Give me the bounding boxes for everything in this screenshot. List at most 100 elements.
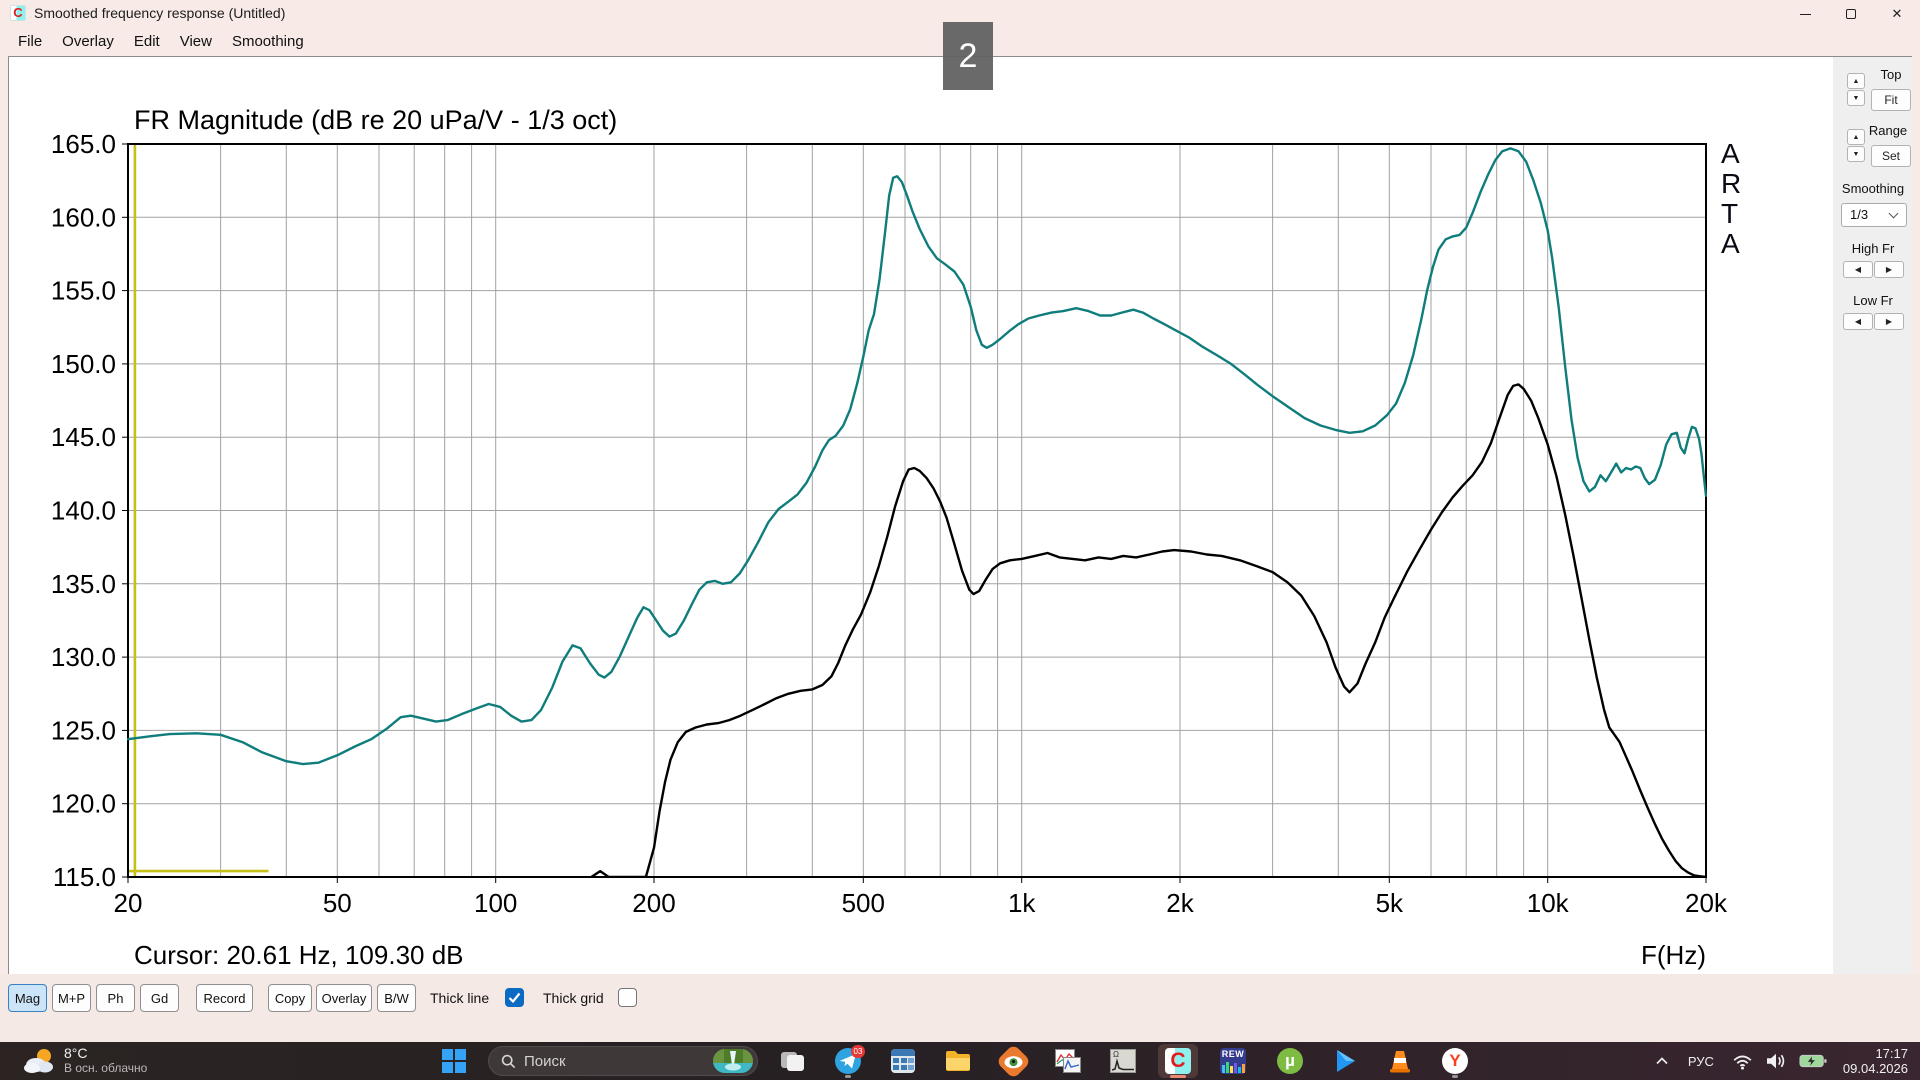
menu-overlay[interactable]: Overlay xyxy=(62,32,114,50)
thick-grid-checkbox[interactable] xyxy=(618,988,637,1007)
taskbar-icon-utorrent[interactable]: µ xyxy=(1270,1044,1310,1078)
taskbar: 8°C В осн. облачно Поиск 03 Ω C REW µ Y xyxy=(0,1042,1920,1080)
svg-text:2k: 2k xyxy=(1166,888,1194,918)
taskbar-icon-file-explorer[interactable] xyxy=(938,1044,978,1078)
high-fr-right-button[interactable]: ▶ xyxy=(1874,261,1904,278)
record-button[interactable]: Record xyxy=(196,984,253,1012)
svg-text:20k: 20k xyxy=(1685,888,1728,918)
taskbar-icon-task-view[interactable] xyxy=(773,1044,813,1078)
taskbar-icon-media-player[interactable] xyxy=(1325,1044,1365,1078)
taskbar-icon-rew[interactable]: REW xyxy=(1213,1044,1253,1078)
minimize-button[interactable] xyxy=(1782,0,1828,28)
svg-text:FR Magnitude (dB re 20 uPa/V -: FR Magnitude (dB re 20 uPa/V - 1/3 oct) xyxy=(134,105,617,135)
svg-text:100: 100 xyxy=(474,888,517,918)
start-button[interactable] xyxy=(442,1049,466,1073)
smoothing-label: Smoothing xyxy=(1841,181,1905,196)
ph-button[interactable]: Ph xyxy=(96,984,135,1012)
maximize-icon xyxy=(1846,9,1856,19)
taskbar-icon-limp[interactable]: Ω xyxy=(1103,1044,1143,1078)
bottom-toolbar: Mag M+P Ph Gd Record Copy Overlay B/W Thick line… xyxy=(0,974,1920,1042)
search-input[interactable]: Поиск xyxy=(488,1046,758,1076)
annotation-step-badge: 2 xyxy=(943,22,993,90)
svg-text:1k: 1k xyxy=(1008,888,1036,918)
series-overlay-teal xyxy=(127,147,1707,766)
gd-button[interactable]: Gd xyxy=(140,984,179,1012)
watermark-letter: A xyxy=(1721,228,1740,259)
svg-text:20: 20 xyxy=(114,888,143,918)
svg-text:165.0: 165.0 xyxy=(51,129,116,159)
mag-button[interactable]: Mag xyxy=(8,984,47,1012)
weather-icon xyxy=(24,1049,53,1073)
svg-text:50: 50 xyxy=(323,888,352,918)
close-icon: ✕ xyxy=(1891,6,1903,21)
smoothing-dropdown[interactable]: 1/3 xyxy=(1841,203,1907,227)
maximize-button[interactable] xyxy=(1828,0,1874,28)
volume-icon[interactable] xyxy=(1765,1052,1787,1070)
svg-text:10k: 10k xyxy=(1527,888,1570,918)
svg-text:155.0: 155.0 xyxy=(51,276,116,306)
range-up-button[interactable]: ▲ xyxy=(1847,129,1865,145)
high-fr-left-button[interactable]: ◀ xyxy=(1843,261,1873,278)
taskbar-icon-calculator[interactable] xyxy=(883,1044,923,1078)
arta-app-icon: C xyxy=(10,5,26,21)
search-placeholder: Поиск xyxy=(524,1052,566,1070)
menu-smoothing[interactable]: Smoothing xyxy=(231,32,304,50)
taskbar-icon-arta[interactable]: C xyxy=(1158,1044,1198,1078)
open-app-indicator xyxy=(845,1075,851,1078)
client-area: 165.0 160.0 155.0 150.0 145.0 140.0 135.0 130.0… xyxy=(8,56,1913,975)
svg-text:5k: 5k xyxy=(1376,888,1404,918)
taskbar-icon-spl-meter[interactable] xyxy=(1048,1044,1088,1078)
thick-line-checkbox[interactable] xyxy=(505,988,524,1007)
low-fr-right-button[interactable]: ▶ xyxy=(1874,313,1904,330)
weather-widget[interactable]: 8°C В осн. облачно xyxy=(22,1045,147,1077)
bw-button[interactable]: B/W xyxy=(377,984,416,1012)
menu-view[interactable]: View xyxy=(179,32,212,50)
svg-text:120.0: 120.0 xyxy=(51,789,116,819)
series-current-black xyxy=(590,383,1707,878)
range-down-button[interactable]: ▼ xyxy=(1847,146,1865,162)
weather-condition: В осн. облачно xyxy=(64,1061,148,1075)
watermark-letter: R xyxy=(1721,168,1742,199)
svg-text:F(Hz): F(Hz) xyxy=(1641,940,1706,970)
svg-text:200: 200 xyxy=(632,888,675,918)
fit-button[interactable]: Fit xyxy=(1871,89,1911,111)
frequency-response-chart: 165.0 160.0 155.0 150.0 145.0 140.0 135.0 130.0… xyxy=(51,105,1728,970)
taskbar-icon-telegram[interactable]: 03 xyxy=(828,1044,868,1078)
mp-button[interactable]: M+P xyxy=(52,984,91,1012)
thick-grid-label: Thick grid xyxy=(543,990,604,1006)
close-button[interactable]: ✕ xyxy=(1874,0,1920,28)
taskbar-icon-yandex-browser[interactable]: Y xyxy=(1435,1044,1475,1078)
menu-edit[interactable]: Edit xyxy=(133,32,160,50)
tray-date: 09.04.2026 xyxy=(1842,1061,1908,1076)
top-up-button[interactable]: ▲ xyxy=(1847,73,1865,89)
clock[interactable]: 17:17 09.04.2026 xyxy=(1843,1046,1908,1076)
tray-time: 17:17 xyxy=(1875,1046,1908,1061)
watermark-letter: T xyxy=(1721,198,1739,229)
arta-window: C Smoothed frequency response (Untitled)… xyxy=(0,0,1920,1042)
side-panel: Top ▲ ▼ Fit Range ▲ ▼ Set Smoothing 1/3 … xyxy=(1833,57,1913,975)
overlay-button[interactable]: Overlay xyxy=(316,984,372,1012)
taskbar-icon-vlc[interactable] xyxy=(1380,1044,1420,1078)
low-fr-left-button[interactable]: ◀ xyxy=(1843,313,1873,330)
titlebar: C Smoothed frequency response (Untitled)… xyxy=(0,0,1920,26)
menu-file[interactable]: File xyxy=(18,32,43,50)
top-down-button[interactable]: ▼ xyxy=(1847,90,1865,106)
svg-text:150.0: 150.0 xyxy=(51,349,116,379)
tray-chevron-up-icon[interactable] xyxy=(1654,1055,1670,1067)
wifi-icon[interactable] xyxy=(1732,1053,1753,1070)
svg-text:140.0: 140.0 xyxy=(51,496,116,526)
active-app-indicator xyxy=(1170,1075,1186,1078)
svg-text:125.0: 125.0 xyxy=(51,715,116,745)
language-indicator[interactable]: РУС xyxy=(1687,1053,1714,1069)
taskbar-icon-photo-viewer[interactable] xyxy=(993,1043,1033,1079)
svg-text:130.0: 130.0 xyxy=(51,642,116,672)
set-button[interactable]: Set xyxy=(1871,145,1911,167)
window-title: Smoothed frequency response (Untitled) xyxy=(34,5,286,21)
watermark-letter: A xyxy=(1721,138,1740,169)
svg-text:135.0: 135.0 xyxy=(51,569,116,599)
copy-button[interactable]: Copy xyxy=(268,984,312,1012)
search-icon xyxy=(501,1054,516,1068)
search-highlight-thumbnail[interactable] xyxy=(713,1049,753,1073)
battery-icon[interactable] xyxy=(1799,1053,1827,1069)
